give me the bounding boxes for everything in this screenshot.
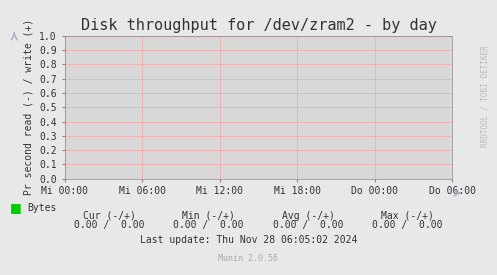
Text: 0.00 /  0.00: 0.00 / 0.00 [173, 220, 244, 230]
Text: Bytes: Bytes [27, 203, 57, 213]
Text: 0.00 /  0.00: 0.00 / 0.00 [273, 220, 343, 230]
Y-axis label: Pr second read (-) / write (+): Pr second read (-) / write (+) [24, 19, 34, 195]
Text: 0.00 /  0.00: 0.00 / 0.00 [372, 220, 443, 230]
Text: Min (-/+): Min (-/+) [182, 211, 235, 221]
Text: Cur (-/+): Cur (-/+) [83, 211, 136, 221]
Text: Munin 2.0.56: Munin 2.0.56 [219, 254, 278, 263]
Text: Avg (-/+): Avg (-/+) [282, 211, 334, 221]
Text: Max (-/+): Max (-/+) [381, 211, 434, 221]
Text: Last update: Thu Nov 28 06:05:02 2024: Last update: Thu Nov 28 06:05:02 2024 [140, 235, 357, 245]
Title: Disk throughput for /dev/zram2 - by day: Disk throughput for /dev/zram2 - by day [81, 18, 436, 33]
Text: ■: ■ [10, 201, 22, 214]
Text: RRDTOOL / TOBI OETIKER: RRDTOOL / TOBI OETIKER [481, 45, 490, 147]
Text: 0.00 /  0.00: 0.00 / 0.00 [74, 220, 145, 230]
